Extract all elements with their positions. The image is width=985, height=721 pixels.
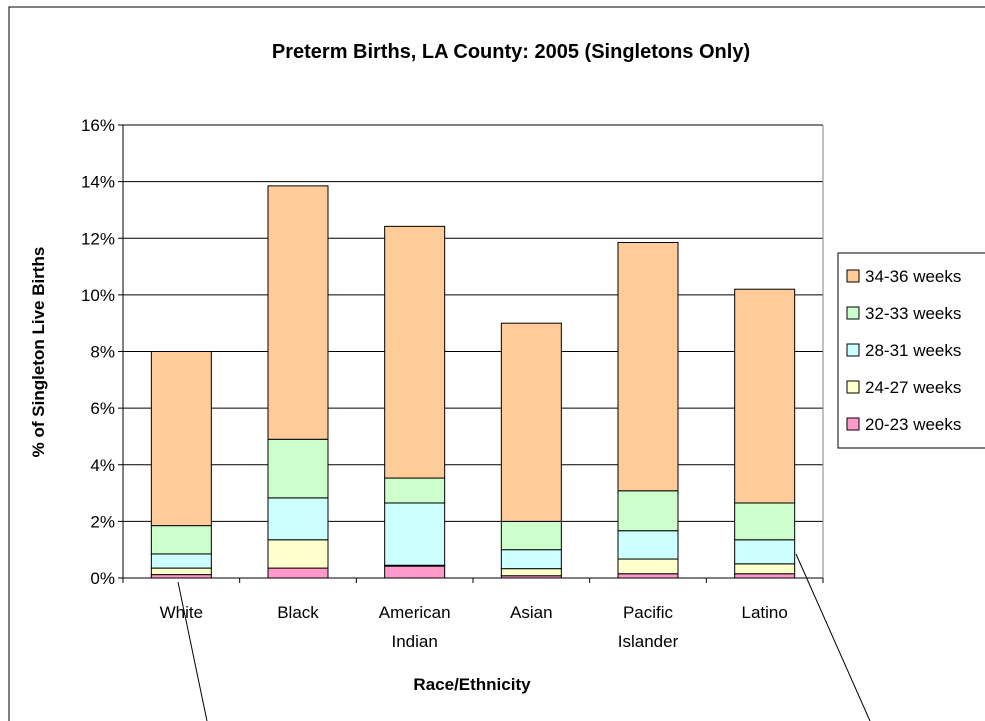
bar-segment — [267, 567, 329, 579]
x-axis-label: Race/Ethnicity — [413, 675, 531, 694]
legend-swatch — [846, 269, 860, 283]
bar-segment — [734, 539, 796, 565]
bar-segment — [384, 502, 446, 566]
x-tick-label: Islander — [618, 632, 679, 651]
legend-label: 34-36 weeks — [865, 267, 961, 286]
bar-segment — [267, 497, 329, 541]
bar-segment — [617, 530, 679, 560]
x-tick-label: American — [379, 603, 451, 622]
bar-segment — [267, 185, 329, 440]
x-tick-label: White — [160, 603, 203, 622]
bar-segment — [500, 322, 562, 522]
bar-segment — [384, 565, 446, 579]
legend-label: 32-33 weeks — [865, 304, 961, 323]
legend-box — [837, 252, 985, 449]
y-tick-label: 10% — [81, 286, 115, 305]
x-tick-label: Asian — [510, 603, 553, 622]
legend-swatch — [846, 417, 860, 431]
leader-line-right — [795, 553, 871, 721]
legend-swatch — [846, 380, 860, 394]
plot-area: 0% 2% 4% 6% 8% 10% 12% 14% 16% White Black American… — [81, 116, 824, 651]
bar-segment — [617, 490, 679, 532]
bar-segment — [150, 574, 212, 579]
y-tick-label: 2% — [90, 512, 115, 531]
y-tick-label: 0% — [90, 569, 115, 588]
y-tick-label: 8% — [90, 343, 115, 362]
y-tick-label: 4% — [90, 456, 115, 475]
x-tick-label: Black — [277, 603, 319, 622]
y-tick-label: 16% — [81, 116, 115, 135]
y-tick-label: 14% — [81, 173, 115, 192]
bar-segment — [384, 477, 446, 504]
bar-segment — [267, 438, 329, 499]
bar-segment — [500, 549, 562, 570]
x-tick-label: Latino — [742, 603, 788, 622]
bar-segment — [500, 520, 562, 551]
x-tick-label: Indian — [392, 632, 438, 651]
bar-segment — [734, 573, 796, 579]
bar-segment — [617, 558, 679, 575]
bar-segment — [500, 568, 562, 577]
bar-segment — [734, 502, 796, 541]
bar-segment — [384, 225, 446, 479]
y-tick-label: 6% — [90, 399, 115, 418]
legend: 34-36 weeks 32-33 weeks 28-31 weeks 24-27 w… — [837, 252, 985, 449]
y-axis-label: % of Singleton Live Births — [29, 247, 48, 458]
bar-segment — [734, 563, 796, 575]
legend-label: 28-31 weeks — [865, 341, 961, 360]
bar-segment — [150, 525, 212, 555]
bar-segment — [150, 567, 212, 576]
legend-label: 24-27 weeks — [865, 378, 961, 397]
chart-title: Preterm Births, LA County: 2005 (Singlet… — [272, 41, 750, 63]
bar-segment — [267, 539, 329, 569]
bar-segment — [734, 288, 796, 504]
leader-line-left — [177, 581, 208, 721]
bar-segment — [617, 241, 679, 492]
legend-swatch — [846, 306, 860, 320]
legend-swatch — [846, 343, 860, 357]
bar-segment — [617, 573, 679, 579]
legend-label: 20-23 weeks — [865, 415, 961, 434]
x-tick-label: Pacific — [623, 603, 674, 622]
bar-segment — [150, 553, 212, 569]
bar-segment — [150, 351, 212, 527]
y-tick-label: 12% — [81, 229, 115, 248]
